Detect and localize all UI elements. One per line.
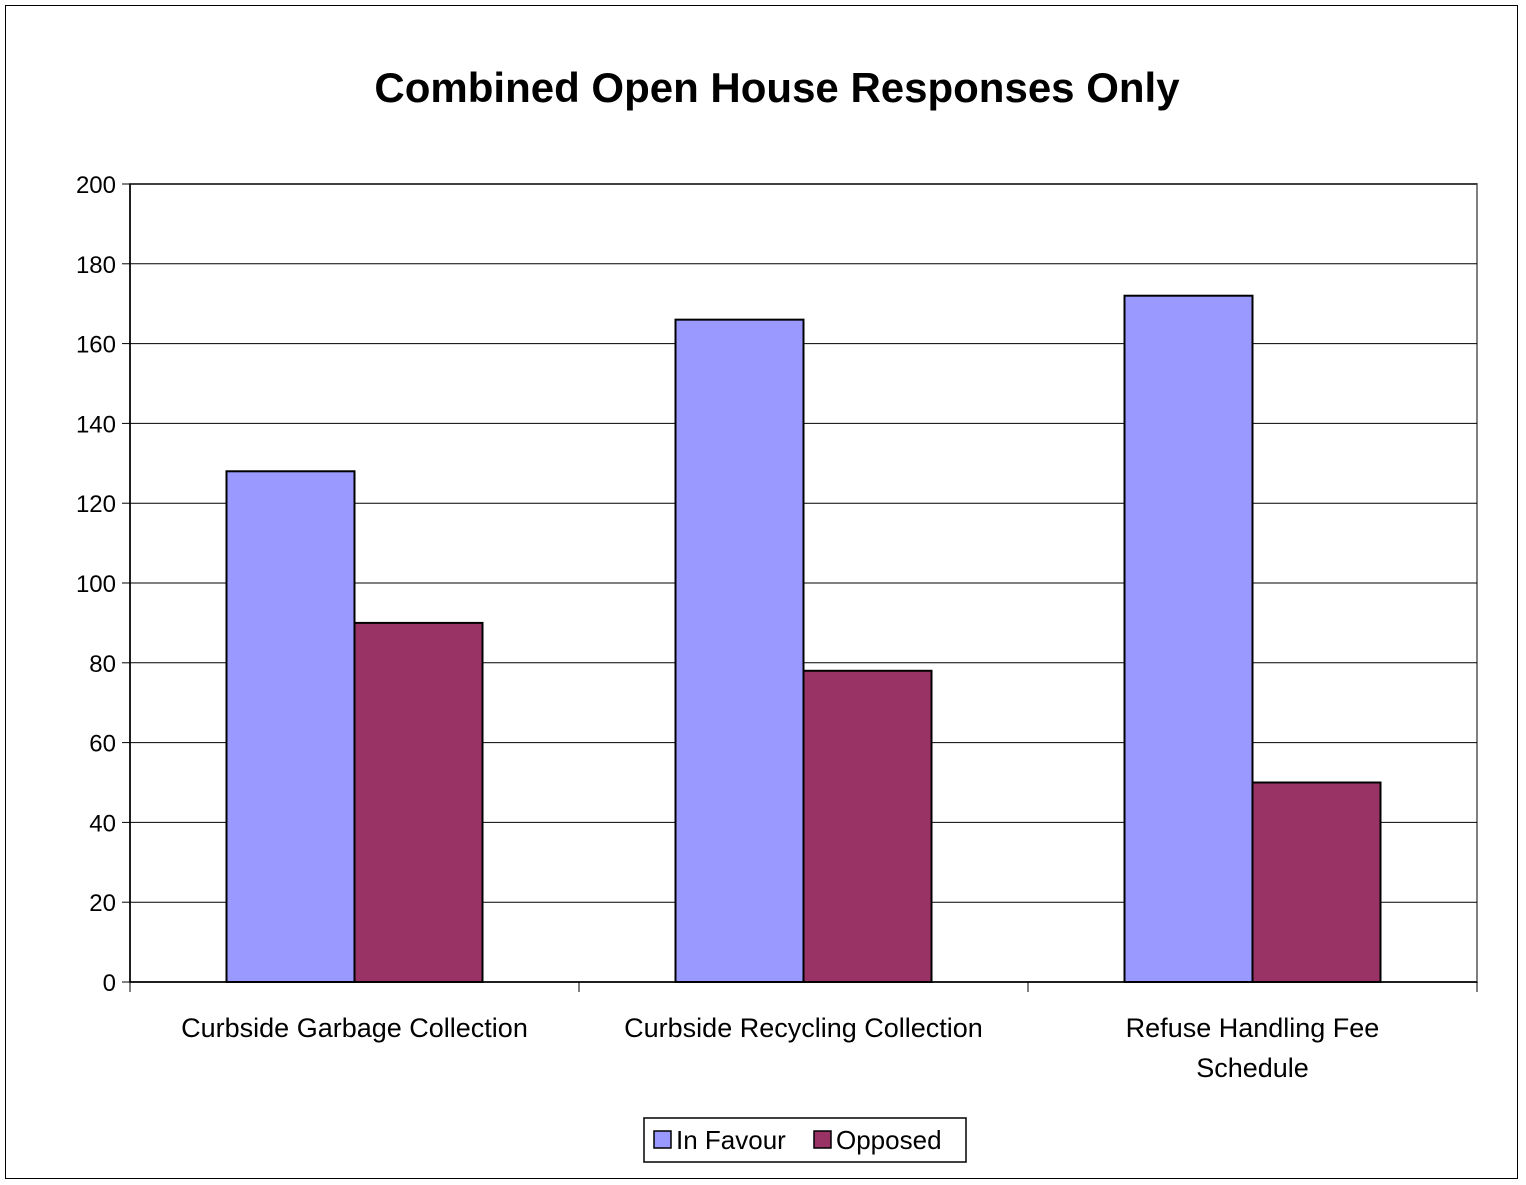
- legend-swatch-in-favour: [653, 1130, 672, 1149]
- chart-title: Combined Open House Responses Only: [374, 64, 1180, 111]
- y-tick-label: 180: [76, 252, 116, 279]
- x-category-label: Curbside Recycling Collection: [624, 1013, 983, 1043]
- y-tick-label: 20: [89, 890, 116, 917]
- bar-opposed: [802, 669, 933, 984]
- legend-swatch-opposed: [813, 1130, 832, 1149]
- y-tick-label: 100: [76, 571, 116, 598]
- x-category-label: Refuse Handling Fee: [1126, 1013, 1380, 1043]
- bar-opposed: [353, 621, 484, 984]
- x-category-label: Schedule: [1196, 1053, 1309, 1083]
- legend-label-in-favour: In Favour: [676, 1125, 786, 1155]
- y-tick-label: 80: [89, 651, 116, 678]
- y-tick-label: 60: [89, 731, 116, 758]
- bar-in-favour: [225, 470, 356, 983]
- bar-opposed: [1251, 781, 1382, 983]
- bar-in-favour: [1123, 294, 1254, 984]
- y-tick-label: 160: [76, 332, 116, 359]
- x-category-label: Curbside Garbage Collection: [181, 1013, 528, 1043]
- y-tick-label: 200: [76, 172, 116, 199]
- y-tick-label: 140: [76, 411, 116, 438]
- legend: In Favour Opposed: [643, 1117, 967, 1163]
- y-tick-label: 40: [89, 810, 116, 837]
- plot-area: 0 20 40 60 80 100 120 140 160 180 200 Curbside Garb…: [76, 172, 1478, 1083]
- y-tick-label: 120: [76, 491, 116, 518]
- y-tick-label: 0: [103, 970, 116, 997]
- legend-label-opposed: Opposed: [836, 1125, 942, 1155]
- bar-in-favour: [674, 318, 805, 984]
- legend-box: [643, 1117, 967, 1163]
